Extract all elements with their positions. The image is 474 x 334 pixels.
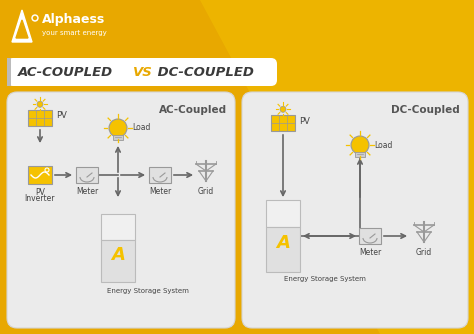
Text: Meter: Meter (76, 187, 98, 196)
Text: Energy Storage System: Energy Storage System (284, 276, 366, 282)
Text: AC-Coupled: AC-Coupled (159, 105, 227, 115)
Text: Grid: Grid (198, 187, 214, 196)
Bar (271, 115, 295, 131)
Text: AC-COUPLED: AC-COUPLED (18, 66, 118, 79)
Polygon shape (16, 20, 28, 38)
Text: A: A (276, 234, 290, 252)
Text: PV: PV (56, 112, 67, 121)
Polygon shape (12, 10, 32, 42)
Circle shape (37, 101, 43, 107)
Bar (28, 166, 52, 184)
Text: Load: Load (374, 141, 392, 150)
Bar (76, 167, 98, 183)
Text: Load: Load (132, 124, 150, 133)
Polygon shape (200, 0, 474, 334)
Text: Grid: Grid (416, 248, 432, 257)
Text: Meter: Meter (359, 248, 381, 257)
Bar (7, 58, 11, 86)
Bar (266, 227, 300, 272)
Circle shape (351, 136, 369, 154)
Text: DC-COUPLED: DC-COUPLED (153, 66, 254, 79)
Text: PV: PV (35, 188, 45, 197)
Text: DC-Coupled: DC-Coupled (391, 105, 460, 115)
Bar (149, 167, 171, 183)
Text: your smart energy: your smart energy (42, 30, 107, 36)
Bar (266, 200, 300, 227)
Circle shape (109, 119, 127, 137)
FancyBboxPatch shape (7, 92, 235, 328)
Bar (101, 214, 135, 240)
Text: PV: PV (299, 117, 310, 126)
Text: Meter: Meter (149, 187, 171, 196)
Text: VS: VS (133, 66, 153, 79)
Bar (359, 228, 381, 244)
Text: Energy Storage System: Energy Storage System (107, 288, 189, 294)
Bar (355, 152, 365, 157)
Text: A: A (111, 246, 125, 264)
Bar (113, 135, 123, 140)
Bar (28, 110, 52, 126)
Text: Alphaess: Alphaess (42, 13, 105, 26)
Circle shape (32, 15, 38, 21)
FancyBboxPatch shape (7, 58, 277, 86)
Circle shape (280, 106, 286, 112)
Bar (101, 240, 135, 282)
Circle shape (34, 16, 36, 19)
FancyBboxPatch shape (242, 92, 468, 328)
Text: Inverter: Inverter (25, 194, 55, 203)
